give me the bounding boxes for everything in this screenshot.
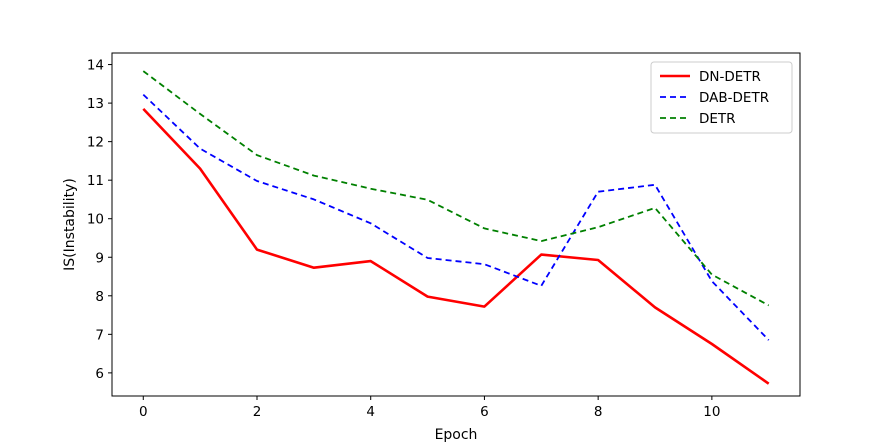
y-tick-label: 9 [95,250,104,266]
x-tick-label: 2 [253,404,262,420]
series-line-detr [142,70,770,307]
x-tick-label: 0 [139,404,148,420]
y-tick-label: 6 [95,366,104,382]
plot-area [142,70,770,385]
y-axis: 6 7 8 9 10 11 12 13 14 [87,58,112,382]
legend-label-dab-detr: DAB-DETR [699,90,769,106]
x-axis: 0 2 4 6 8 10 [139,396,720,420]
legend-label-dn-detr: DN-DETR [699,69,761,85]
x-tick-label: 8 [594,404,603,420]
y-tick-label: 14 [87,58,104,74]
y-tick-label: 10 [87,212,104,228]
x-tick-label: 10 [703,404,720,420]
legend-label-detr: DETR [699,111,736,127]
series-line-dn-detr [142,108,770,385]
y-tick-label: 8 [95,289,104,305]
y-tick-label: 7 [95,327,104,343]
x-tick-label: 6 [480,404,489,420]
y-tick-label: 12 [87,135,104,151]
x-tick-label: 4 [366,404,375,420]
y-axis-title: IS(Instability) [62,178,78,271]
series-line-dab-detr [142,93,770,341]
y-tick-label: 11 [87,173,104,189]
legend-box [650,61,793,134]
legend: DN-DETR DAB-DETR DETR [650,61,793,134]
x-axis-title: Epoch [435,427,478,443]
plot-frame [111,52,801,397]
y-tick-label: 13 [87,96,104,112]
